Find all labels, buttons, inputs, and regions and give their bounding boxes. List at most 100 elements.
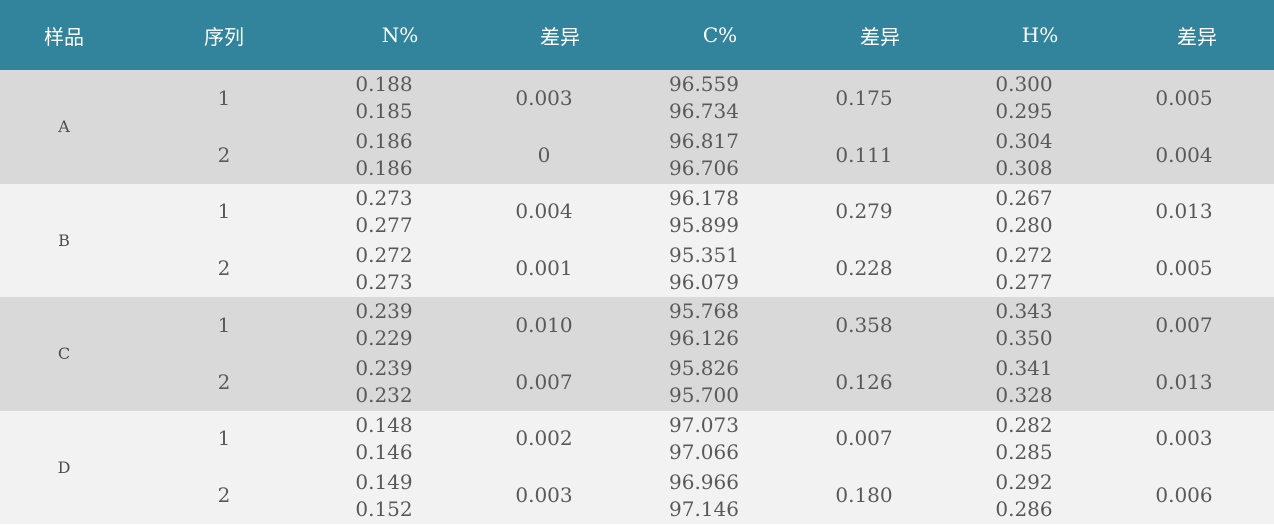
- c-diff-cell: 0.111: [784, 127, 944, 184]
- h-percent-cell-measurement: 0.277: [995, 269, 1053, 294]
- h-percent-cell-measurement: 0.286: [995, 496, 1053, 521]
- n-percent-cell: 0.272 0.273: [304, 240, 464, 297]
- c-diff-cell-value: 0.007: [835, 426, 893, 451]
- n-percent-cell-measurement: 0.149: [355, 469, 413, 494]
- c-percent-cell-measurement: 95.768: [669, 299, 739, 324]
- c-diff-cell-value: 0.358: [835, 312, 893, 337]
- h-diff-cell: 0.007: [1104, 297, 1264, 354]
- table-row: 1 0.188 0.185 0.003 96.559 96.734 0.175 0.300 0.…: [0, 70, 1274, 127]
- h-diff-cell: 0.013: [1104, 354, 1264, 411]
- c-percent-cell-measurement: 96.559: [669, 72, 739, 97]
- table-row: 2 0.186 0.186 0 96.817 96.706 0.111 0.304 0.308 0…: [0, 127, 1274, 184]
- sequence-cell: 1: [144, 70, 304, 127]
- c-percent-cell-measurement: 97.066: [669, 439, 739, 464]
- sequence-cell: 1: [144, 297, 304, 354]
- sample-group: A 1 0.188 0.185 0.003 96.559 96.734 0.175 0.300 0…: [0, 70, 1274, 184]
- h-percent-cell-measurement: 0.272: [995, 242, 1053, 267]
- header-sample: 样品: [44, 24, 84, 49]
- sequence-cell: 2: [144, 240, 304, 297]
- n-diff-cell: 0.010: [464, 297, 624, 354]
- header-n-diff: 差异: [540, 24, 580, 49]
- sample-label: D: [57, 457, 71, 477]
- n-percent-cell-measurement: 0.232: [355, 383, 413, 408]
- sequence-cell: 1: [144, 184, 304, 241]
- n-percent-cell-measurement: 0.148: [355, 412, 413, 437]
- c-percent-cell-measurement: 96.966: [669, 469, 739, 494]
- c-diff-cell-value: 0.126: [835, 369, 893, 394]
- h-diff-cell-value: 0.013: [1155, 369, 1213, 394]
- table-row: 2 0.239 0.232 0.007 95.826 95.700 0.126 0.341 0.…: [0, 354, 1274, 411]
- n-diff-cell: 0.004: [464, 184, 624, 241]
- h-percent-cell-measurement: 0.308: [995, 156, 1053, 181]
- sequence-cell-value: 1: [217, 199, 231, 224]
- c-diff-cell-value: 0.228: [835, 256, 893, 281]
- h-percent-cell-measurement: 0.282: [995, 412, 1053, 437]
- h-percent-cell: 0.267 0.280: [944, 184, 1104, 241]
- c-percent-cell: 95.351 96.079: [624, 240, 784, 297]
- h-percent-cell: 0.292 0.286: [944, 467, 1104, 524]
- n-diff-cell-value: 0.002: [515, 426, 573, 451]
- n-percent-cell-measurement: 0.239: [355, 356, 413, 381]
- n-percent-cell: 0.273 0.277: [304, 184, 464, 241]
- table-row: 1 0.239 0.229 0.010 95.768 96.126 0.358 0.343 0.…: [0, 297, 1274, 354]
- h-diff-cell-value: 0.005: [1155, 85, 1213, 110]
- sequence-cell-value: 2: [217, 369, 231, 394]
- h-percent-cell-measurement: 0.280: [995, 212, 1053, 237]
- n-percent-cell-measurement: 0.186: [355, 156, 413, 181]
- n-diff-cell: 0: [464, 127, 624, 184]
- n-percent-cell-measurement: 0.273: [355, 185, 413, 210]
- header-h-percent: H%: [1021, 23, 1059, 47]
- n-percent-cell-measurement: 0.229: [355, 326, 413, 351]
- h-diff-cell: 0.005: [1104, 240, 1264, 297]
- n-diff-cell-value: 0: [537, 142, 551, 167]
- c-diff-cell: 0.358: [784, 297, 944, 354]
- sample-label: C: [57, 344, 71, 364]
- header-c-percent: C%: [702, 23, 738, 47]
- n-diff-cell-value: 0.001: [515, 256, 573, 281]
- h-diff-cell-value: 0.005: [1155, 256, 1213, 281]
- h-diff-cell-value: 0.003: [1155, 426, 1213, 451]
- h-percent-cell-measurement: 0.341: [995, 356, 1053, 381]
- n-percent-cell: 0.186 0.186: [304, 127, 464, 184]
- n-percent-cell-measurement: 0.273: [355, 269, 413, 294]
- c-diff-cell-value: 0.175: [835, 85, 893, 110]
- header-h-diff: 差异: [1177, 24, 1217, 49]
- c-diff-cell: 0.279: [784, 184, 944, 241]
- table-row: 2 0.149 0.152 0.003 96.966 97.146 0.180 0.292 0.…: [0, 467, 1274, 524]
- c-percent-cell-measurement: 96.817: [669, 129, 739, 154]
- n-percent-cell: 0.188 0.185: [304, 70, 464, 127]
- sequence-cell-value: 1: [217, 312, 231, 337]
- c-diff-cell-value: 0.111: [835, 142, 893, 167]
- n-percent-cell-measurement: 0.277: [355, 212, 413, 237]
- n-diff-cell: 0.007: [464, 354, 624, 411]
- n-percent-cell-measurement: 0.186: [355, 129, 413, 154]
- table-row: 1 0.148 0.146 0.002 97.073 97.066 0.007 0.282 0.…: [0, 411, 1274, 468]
- n-diff-cell-value: 0.010: [515, 312, 573, 337]
- h-percent-cell-measurement: 0.267: [995, 185, 1053, 210]
- n-diff-cell-value: 0.003: [515, 483, 573, 508]
- table-row: 2 0.272 0.273 0.001 95.351 96.079 0.228 0.272 0.…: [0, 240, 1274, 297]
- c-percent-cell-measurement: 95.899: [669, 212, 739, 237]
- sample-label: B: [58, 230, 70, 250]
- h-diff-cell: 0.013: [1104, 184, 1264, 241]
- n-percent-cell-measurement: 0.188: [355, 72, 413, 97]
- n-diff-cell-value: 0.003: [515, 85, 573, 110]
- h-diff-cell-value: 0.006: [1155, 483, 1213, 508]
- header-sequence: 序列: [204, 24, 244, 49]
- sequence-cell: 2: [144, 467, 304, 524]
- sequence-cell-value: 2: [217, 142, 231, 167]
- h-diff-cell: 0.005: [1104, 70, 1264, 127]
- n-diff-cell: 0.001: [464, 240, 624, 297]
- sample-group: B 1 0.273 0.277 0.004 96.178 95.899 0.279 0.267 0…: [0, 183, 1274, 297]
- c-percent-cell: 96.559 96.734: [624, 70, 784, 127]
- c-percent-cell: 96.966 97.146: [624, 467, 784, 524]
- h-percent-cell: 0.343 0.350: [944, 297, 1104, 354]
- n-percent-cell-measurement: 0.152: [355, 496, 413, 521]
- n-percent-cell-measurement: 0.146: [355, 439, 413, 464]
- c-diff-cell-value: 0.279: [835, 199, 893, 224]
- table-row: 1 0.273 0.277 0.004 96.178 95.899 0.279 0.267 0.…: [0, 184, 1274, 241]
- h-percent-cell-measurement: 0.304: [995, 129, 1053, 154]
- h-percent-cell-measurement: 0.350: [995, 326, 1053, 351]
- sequence-cell: 2: [144, 354, 304, 411]
